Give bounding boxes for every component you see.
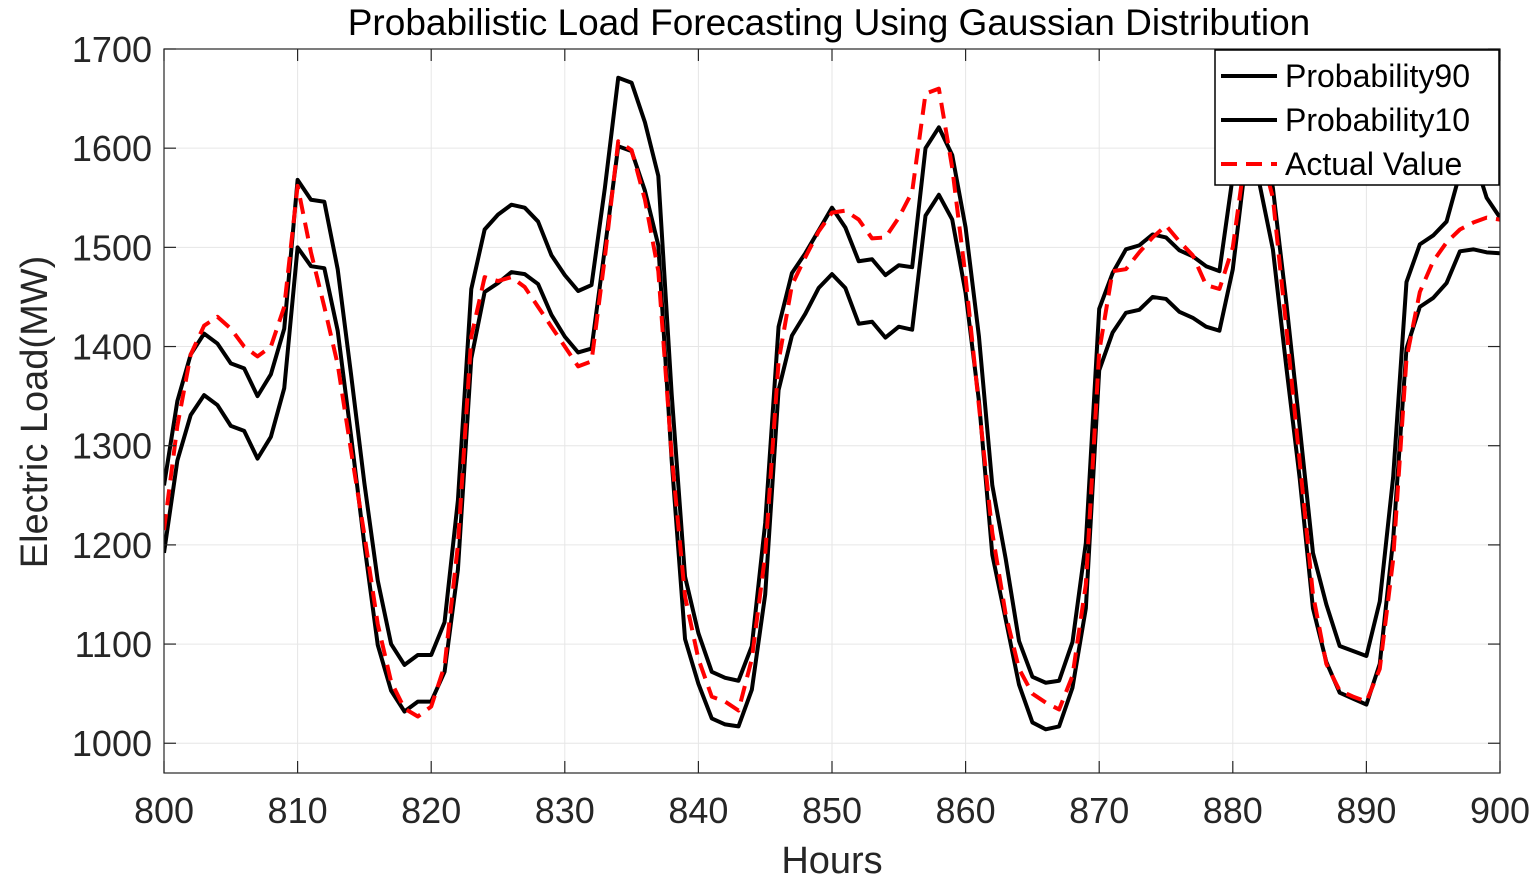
series-line-probability90	[164, 75, 1500, 685]
x-tick-label: 860	[936, 790, 996, 831]
legend-label: Probability90	[1285, 58, 1470, 94]
x-tick-label: 880	[1203, 790, 1263, 831]
legend: Probability90 Probability10 Actual Value	[1214, 49, 1500, 186]
y-axis-label: Electric Load(MW)	[14, 256, 56, 569]
x-tick-label: 830	[535, 790, 595, 831]
series-line-actual-value	[164, 86, 1500, 719]
x-tick-label: 900	[1470, 790, 1530, 831]
y-tick-label: 1200	[72, 525, 152, 566]
chart-title: Probabilistic Load Forecasting Using Gau…	[348, 2, 1310, 43]
x-tick-label: 800	[134, 790, 194, 831]
legend-box	[1214, 49, 1500, 186]
legend-label: Probability10	[1285, 102, 1470, 138]
x-tick-label: 850	[802, 790, 862, 831]
y-tick-label: 1700	[72, 29, 152, 70]
series-line-probability10	[164, 144, 1500, 732]
axes-frame	[163, 48, 1501, 774]
y-tick-label: 1300	[72, 426, 152, 467]
tick-labels: 800 810 820 830 840 850 860 870 880 890 900 1000 110…	[72, 29, 1530, 831]
x-tick-label: 820	[401, 790, 461, 831]
y-tick-label: 1600	[72, 128, 152, 169]
x-tick-label: 840	[668, 790, 728, 831]
y-tick-label: 1000	[72, 723, 152, 764]
y-tick-label: 1400	[72, 327, 152, 368]
x-tick-label: 870	[1069, 790, 1129, 831]
x-tick-label: 890	[1336, 790, 1396, 831]
x-axis-label: Hours	[781, 840, 882, 878]
legend-label: Actual Value	[1285, 146, 1462, 182]
y-tick-label: 1100	[75, 624, 152, 665]
x-tick-label: 810	[268, 790, 328, 831]
y-tick-label: 1500	[72, 227, 152, 268]
plot-lines	[164, 75, 1500, 732]
